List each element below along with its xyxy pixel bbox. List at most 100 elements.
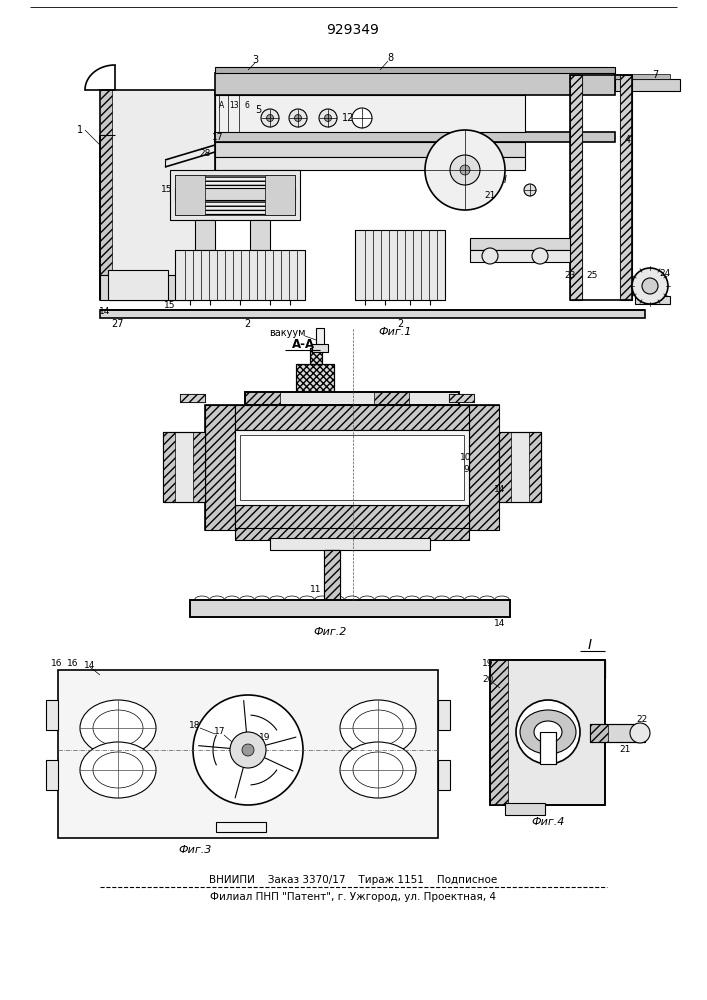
Bar	[296, 364, 334, 392]
Bar	[270, 538, 430, 550]
Bar	[620, 75, 632, 300]
Text: 25: 25	[586, 271, 597, 280]
Bar	[205, 405, 235, 530]
Bar	[505, 803, 545, 815]
Text: 15: 15	[164, 300, 176, 310]
Text: 14: 14	[99, 308, 111, 316]
Bar	[216, 822, 266, 832]
Bar	[235, 505, 469, 530]
Bar	[470, 238, 570, 250]
Bar	[490, 660, 508, 805]
Bar	[100, 310, 645, 318]
Bar	[215, 73, 615, 95]
Bar	[215, 67, 615, 73]
Text: 929349: 929349	[327, 23, 380, 37]
Bar	[490, 660, 605, 678]
Circle shape	[289, 109, 307, 127]
Text: Фиг.2: Фиг.2	[313, 627, 346, 637]
Bar	[215, 142, 525, 157]
Bar	[100, 275, 195, 300]
Text: 17: 17	[212, 133, 223, 142]
Circle shape	[242, 744, 254, 756]
Bar	[265, 175, 295, 215]
Text: А-А: А-А	[291, 338, 315, 352]
Bar	[175, 250, 305, 300]
Text: I: I	[588, 638, 592, 652]
Bar	[570, 75, 632, 300]
Circle shape	[632, 268, 668, 304]
Bar	[235, 405, 469, 430]
Bar	[490, 660, 605, 805]
Ellipse shape	[93, 710, 143, 746]
Circle shape	[524, 184, 536, 196]
Bar	[355, 230, 445, 300]
Bar	[108, 270, 168, 300]
Bar	[324, 550, 340, 600]
Text: 22: 22	[636, 716, 648, 724]
Bar	[163, 432, 205, 502]
Bar	[245, 392, 459, 405]
Bar	[449, 394, 474, 402]
Bar	[490, 660, 605, 678]
Bar	[180, 394, 205, 402]
Circle shape	[193, 695, 303, 805]
Bar	[540, 732, 556, 764]
Ellipse shape	[353, 710, 403, 746]
Text: 23: 23	[564, 271, 575, 280]
Bar	[250, 220, 270, 250]
Text: 16: 16	[51, 658, 63, 668]
Bar	[469, 405, 499, 530]
Ellipse shape	[93, 752, 143, 788]
Text: 6: 6	[245, 101, 250, 109]
Text: 9: 9	[463, 466, 469, 475]
Bar	[205, 405, 235, 530]
Bar	[240, 435, 464, 500]
Bar	[635, 296, 670, 304]
Text: Фиг.4: Фиг.4	[532, 817, 565, 827]
Bar	[245, 392, 280, 405]
Text: 21: 21	[484, 190, 496, 200]
Bar	[193, 432, 205, 502]
Circle shape	[460, 165, 470, 175]
Bar	[175, 188, 295, 200]
Bar	[58, 670, 438, 838]
Text: Филиал ПНП "Патент", г. Ужгород, ул. Проектная, 4: Филиал ПНП "Патент", г. Ужгород, ул. Про…	[210, 892, 496, 902]
Bar	[190, 600, 510, 617]
Text: 19: 19	[482, 658, 493, 668]
Text: 19: 19	[259, 734, 271, 742]
Bar	[180, 394, 205, 402]
Bar	[310, 348, 322, 364]
Bar	[235, 505, 469, 530]
Text: 14: 14	[494, 619, 506, 629]
Text: 8: 8	[387, 53, 393, 63]
Bar	[175, 175, 295, 215]
Bar	[590, 724, 645, 742]
Bar	[100, 90, 215, 300]
Bar	[235, 430, 469, 505]
Text: 21: 21	[619, 746, 631, 754]
Bar	[620, 75, 632, 300]
Bar	[615, 79, 680, 91]
Bar	[215, 157, 525, 170]
Bar	[245, 392, 459, 405]
Bar	[490, 660, 605, 805]
Bar	[499, 432, 511, 502]
Bar	[499, 432, 541, 502]
Ellipse shape	[340, 700, 416, 756]
Text: 2: 2	[397, 319, 403, 329]
Bar	[175, 175, 205, 215]
Text: I: I	[503, 175, 506, 185]
Circle shape	[352, 108, 372, 128]
Text: 15: 15	[161, 186, 173, 194]
Text: 28: 28	[199, 148, 211, 157]
Text: Фиг.3: Фиг.3	[178, 845, 211, 855]
Circle shape	[532, 248, 548, 264]
Bar	[310, 348, 322, 364]
Ellipse shape	[340, 742, 416, 798]
Text: 2: 2	[244, 319, 250, 329]
Circle shape	[319, 109, 337, 127]
Bar	[469, 405, 499, 530]
Bar	[170, 170, 300, 220]
Circle shape	[295, 114, 301, 121]
Text: 27: 27	[112, 319, 124, 329]
